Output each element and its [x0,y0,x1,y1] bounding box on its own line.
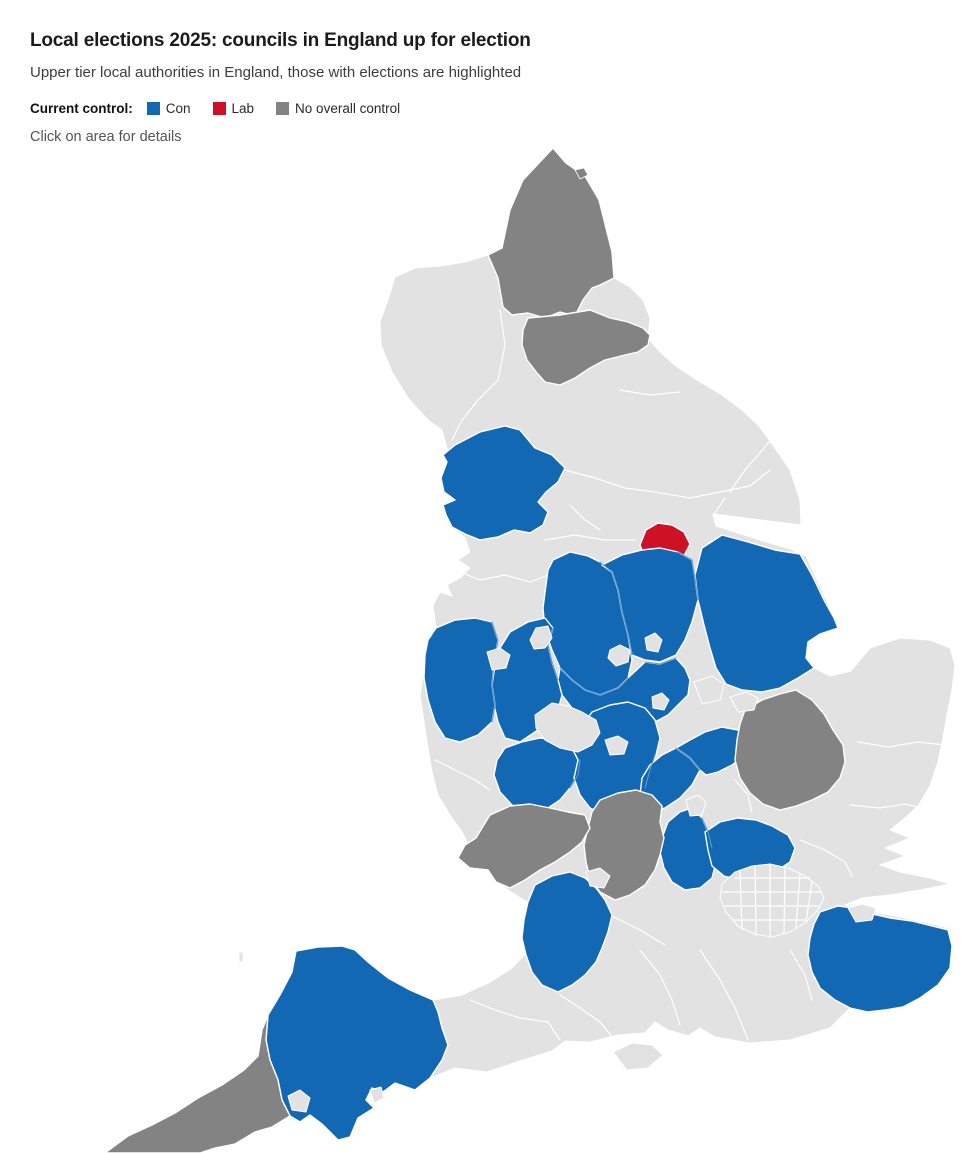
lundy-island [238,951,244,963]
enclave-torbay [369,1086,385,1104]
enclave-peterborough [729,691,759,713]
enclave-milton-keynes [685,794,707,817]
enclave-swindon [585,867,611,889]
city-enclaves [287,625,877,1113]
region-cornwall[interactable]: Cornwall [104,1014,291,1153]
enclave-rutland-line [693,675,725,705]
instruction-note: Click on area for details [30,129,182,145]
legend-item-label: Lab [231,101,255,116]
legend: Current control: Con Lab No overall contro… [30,101,950,116]
con-swatch [146,102,160,115]
region-lincolnshire[interactable]: Lincolnshire [694,534,839,693]
legend-item-label: No overall control [295,101,401,116]
legend-items: Con Lab No overall control [146,101,400,116]
region-county-durham[interactable]: County Durham [521,309,651,386]
noc-swatch [276,102,290,115]
region-kent[interactable]: Kent [807,905,953,1013]
region-cambridgeshire[interactable]: Cambridgeshire [734,689,846,811]
legend-item-con: Con [146,101,191,116]
region-wiltshire[interactable]: Wiltshire [521,871,613,993]
enclave-plymouth [287,1089,311,1113]
enclave-medway [847,903,877,923]
region-gloucestershire[interactable]: Gloucestershire [457,803,591,889]
enclave-stoke [529,625,553,650]
legend-item-label: Con [165,101,191,116]
enclave-leicester [651,692,670,711]
county-boundaries [434,309,946,1041]
enclave-west-midlands [534,702,601,753]
lab-swatch [212,102,226,115]
region-shropshire[interactable]: Shropshire [423,617,499,743]
legend-item-noc: No overall control [276,101,400,116]
page-subtitle: Upper tier local authorities in England,… [30,64,522,81]
enclave-nottingham [644,632,663,653]
region-lancashire[interactable]: Lancashire [440,425,566,541]
london-borough-lines [722,863,823,938]
london-boroughs [719,863,825,938]
enclave-derby [607,644,631,667]
page-title: Local elections 2025: councils in Englan… [30,30,531,51]
enclave-coventry [604,735,629,756]
islands [238,167,664,1071]
header: Local elections 2025: councils in Englan… [30,30,950,145]
region-devon[interactable]: Devon [265,945,449,1141]
legend-item-lab: Lab [212,101,255,116]
farne-islands [574,167,589,180]
enclave-telford [486,647,511,671]
isle-of-wight [612,1042,664,1071]
legend-label: Current control: [30,101,133,116]
